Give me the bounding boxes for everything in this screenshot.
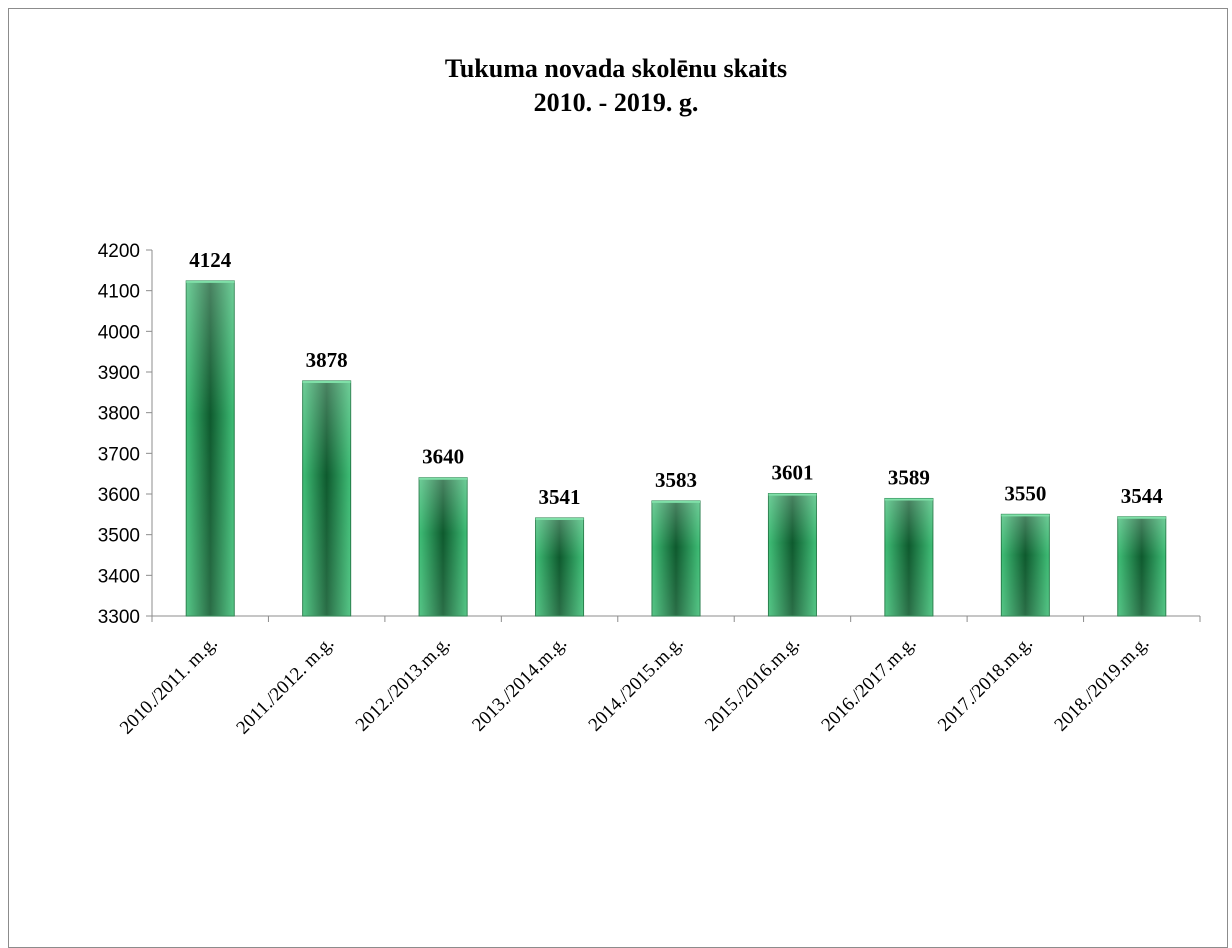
labels: 4124 2010./2011. m.g. 3878 2011./2012. m.g.… [116, 248, 1163, 739]
y-tick-label: 3500 [98, 526, 140, 547]
bar-highlight [652, 500, 700, 616]
x-tick-label: 2013./2014.m.g. [468, 633, 571, 736]
chart-title-line2: 2010. - 2019. g. [533, 88, 699, 117]
y-tick-label: 3400 [98, 566, 140, 587]
data-label: 3583 [655, 468, 697, 492]
bar-highlight [302, 380, 351, 616]
bars [185, 280, 1167, 617]
x-tick-label: 2015./2016.m.g. [701, 633, 804, 736]
chart-title-line1: Tukuma novada skolēnu skaits [444, 54, 788, 83]
data-label: 3541 [539, 485, 581, 509]
y-tick-label: 3700 [98, 444, 140, 465]
chart-title: Tukuma novada skolēnu skaits 2010. - 201… [0, 52, 1232, 120]
x-tick-label: 2010./2011. m.g. [116, 633, 222, 739]
data-label: 4124 [189, 248, 232, 272]
x-tick-label: 2017./2018.m.g. [934, 633, 1037, 736]
data-label: 3544 [1121, 484, 1164, 508]
bar-highlight [186, 280, 235, 616]
x-tick-label: 2018./2019.m.g. [1050, 633, 1153, 736]
x-tick-label: 2012./2013.m.g. [352, 633, 455, 736]
bar-highlight [419, 477, 468, 616]
data-label: 3550 [1004, 481, 1046, 505]
data-label: 3640 [422, 445, 464, 469]
data-label: 3589 [888, 465, 930, 489]
data-label: 3878 [306, 348, 348, 372]
y-tick-label: 4000 [98, 322, 140, 343]
bar-highlight [1001, 514, 1050, 616]
y-tick-label: 3300 [98, 607, 140, 628]
x-tick-label: 2014./2015.m.g. [585, 633, 688, 736]
y-tick-label: 3900 [98, 363, 140, 384]
bar-highlight [535, 517, 584, 616]
y-tick-label: 3800 [98, 404, 140, 425]
axes: 3300 3400 3500 3600 3700 3800 3900 4000 4100 4200 [98, 241, 1201, 628]
bar-highlight [1117, 516, 1166, 616]
y-tick-label: 4100 [98, 282, 140, 303]
bar-highlight [884, 498, 933, 616]
y-tick-label: 4200 [98, 241, 140, 262]
data-label: 3601 [771, 461, 813, 485]
x-tick-label: 2011./2012. m.g. [232, 633, 338, 739]
x-tick-label: 2016./2017.m.g. [817, 633, 920, 736]
y-tick-label: 3600 [98, 485, 140, 506]
bar-highlight [768, 493, 817, 616]
